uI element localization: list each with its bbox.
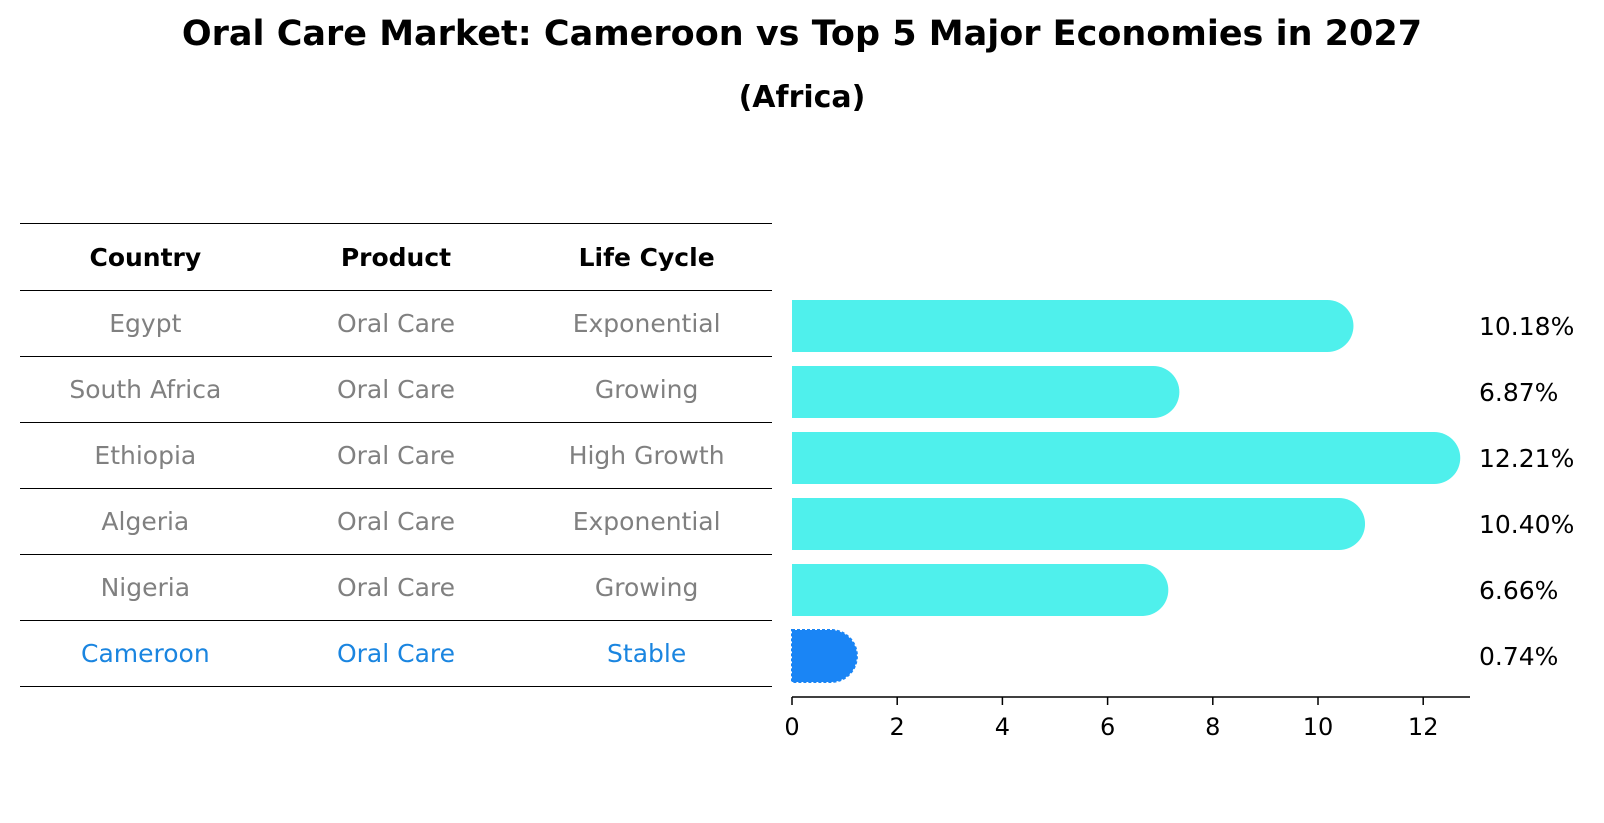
x-tick-label: 12: [1408, 713, 1439, 741]
header-life-cycle: Life Cycle: [578, 242, 715, 272]
table-row: Algeria Oral Care Exponential: [20, 489, 772, 555]
value-label: 12.21%: [1479, 444, 1574, 473]
bar-cameroon: [791, 629, 858, 683]
chart-subtitle: (Africa): [738, 80, 866, 115]
value-label: 0.74%: [1479, 642, 1558, 671]
value-label: 6.87%: [1479, 378, 1558, 407]
table-row: Egypt Oral Care Exponential: [20, 291, 772, 357]
product-cell: Oral Care: [336, 375, 456, 404]
country-cell: Nigeria: [100, 573, 191, 602]
table-row: Ethiopia Oral Care High Growth: [20, 423, 772, 489]
life-cycle-cell: Growing: [594, 573, 699, 602]
x-tick-label: 8: [1205, 713, 1220, 741]
life-cycle-cell: Stable: [607, 639, 687, 668]
bar-egypt: [792, 300, 1354, 352]
x-tick-label: 10: [1303, 713, 1334, 741]
value-label: 6.66%: [1479, 576, 1558, 605]
country-cell: Cameroon: [80, 639, 210, 668]
table-row-highlighted: Cameroon Oral Care Stable: [20, 621, 772, 687]
life-cycle-cell: Growing: [594, 375, 699, 404]
product-cell: Oral Care: [336, 441, 456, 470]
value-label: 10.18%: [1479, 312, 1574, 341]
value-label: 10.40%: [1479, 510, 1574, 539]
table-row: Nigeria Oral Care Growing: [20, 555, 772, 621]
bar-nigeria: [792, 564, 1169, 616]
chart-title: Oral Care Market: Cameroon vs Top 5 Majo…: [181, 14, 1423, 54]
bar-south-africa: [792, 366, 1180, 418]
market-table: Country Product Life Cycle Egypt Oral Ca…: [20, 223, 772, 687]
country-cell: Algeria: [101, 507, 190, 536]
country-cell: Ethiopia: [94, 441, 197, 470]
x-tick-label: 0: [784, 713, 799, 741]
life-cycle-cell: Exponential: [572, 507, 721, 536]
bar-ethiopia: [792, 432, 1461, 484]
table-row: South Africa Oral Care Growing: [20, 357, 772, 423]
product-cell: Oral Care: [336, 309, 456, 338]
bar-algeria: [792, 498, 1366, 550]
product-cell: Oral Care: [336, 639, 456, 668]
country-cell: South Africa: [69, 375, 222, 404]
table-header-row: Country Product Life Cycle: [20, 224, 772, 291]
x-tick-label: 6: [1100, 713, 1115, 741]
life-cycle-cell: Exponential: [572, 309, 721, 338]
header-product: Product: [340, 242, 452, 272]
product-cell: Oral Care: [336, 573, 456, 602]
product-cell: Oral Care: [336, 507, 456, 536]
header-country: Country: [89, 242, 202, 272]
country-cell: Egypt: [109, 309, 182, 338]
life-cycle-cell: High Growth: [568, 441, 725, 470]
x-tick-label: 4: [995, 713, 1010, 741]
x-tick-label: 2: [890, 713, 905, 741]
